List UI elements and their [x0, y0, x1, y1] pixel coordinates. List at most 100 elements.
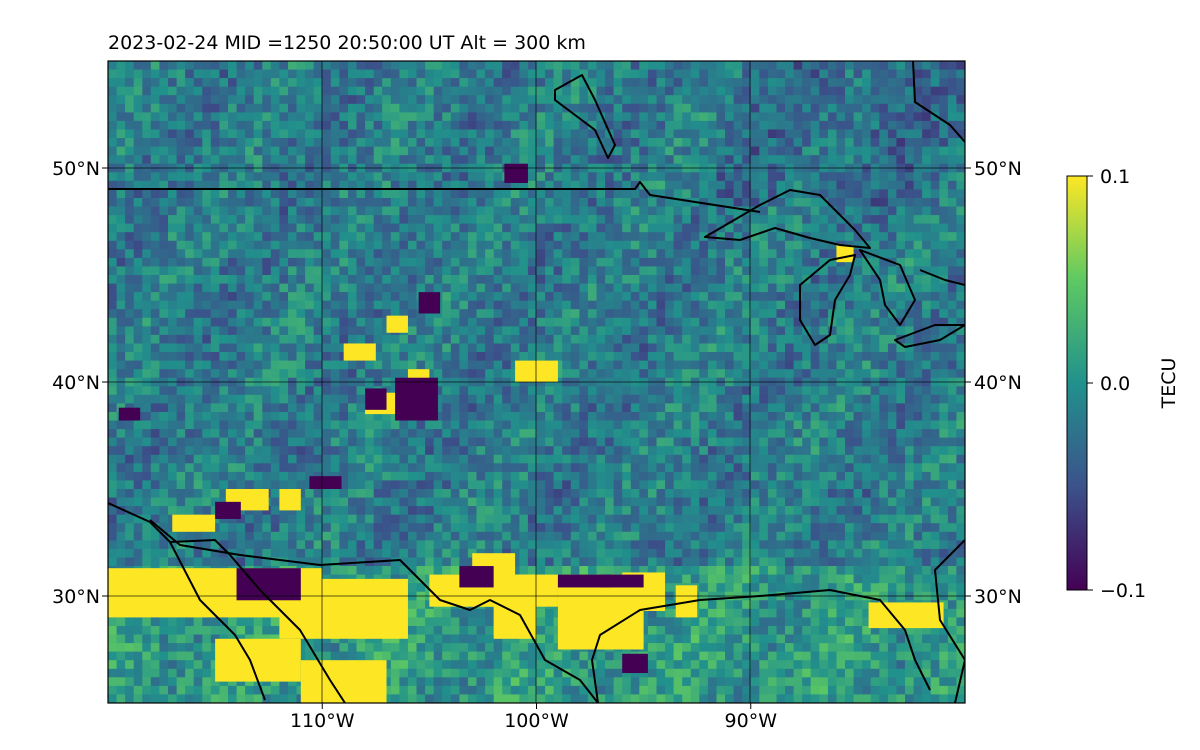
heatmap-cell [373, 343, 383, 353]
heatmap-cell [313, 403, 323, 413]
heatmap-cell [202, 317, 212, 327]
heatmap-cell [450, 343, 460, 353]
heatmap-cell [270, 480, 280, 490]
heatmap-cell [647, 240, 657, 250]
heatmap-cell [536, 172, 546, 182]
heatmap-cell [887, 129, 897, 139]
heatmap-cell [836, 189, 846, 199]
heatmap-cell [365, 480, 375, 490]
heatmap-cell [168, 420, 177, 430]
heatmap-cell [330, 61, 340, 70]
heatmap-cell [176, 292, 186, 302]
heatmap-cell [245, 360, 255, 370]
heatmap-cell [922, 463, 932, 473]
heatmap-cell [399, 369, 409, 379]
heatmap-cell [596, 463, 606, 473]
heatmap-cell [125, 138, 135, 147]
heatmap-cell [236, 283, 246, 293]
heatmap-cell [570, 369, 580, 379]
heatmap-cell [519, 69, 529, 79]
heatmap-cell [459, 198, 469, 207]
heatmap-cell [682, 129, 692, 139]
heatmap-cell [185, 334, 195, 344]
heatmap-cell [570, 223, 580, 233]
heatmap-cell [382, 172, 392, 182]
heatmap-cell [210, 61, 220, 70]
heatmap-cell [236, 386, 246, 396]
heatmap-cell [947, 189, 957, 199]
heatmap-cell [219, 283, 229, 293]
heatmap-cell [493, 172, 503, 182]
heatmap-cell [502, 283, 512, 293]
heatmap-cell [133, 292, 143, 302]
heatmap-cell [870, 61, 880, 70]
heatmap-cell [356, 172, 366, 182]
heatmap-cell [587, 146, 597, 156]
heatmap-cell [630, 249, 640, 259]
heatmap-cell [605, 206, 615, 216]
heatmap-cell [639, 412, 649, 421]
heatmap-cell [425, 78, 435, 88]
heatmap-cell [348, 69, 357, 79]
heatmap-cell [545, 155, 555, 165]
heatmap-cell [605, 249, 615, 259]
heatmap-cell [647, 292, 657, 302]
heatmap-cell [442, 232, 452, 242]
heatmap-cell [759, 471, 769, 481]
heatmap-cell [510, 198, 520, 207]
heatmap-cell [870, 309, 880, 319]
heatmap-cell [502, 326, 512, 336]
heatmap-cell [579, 412, 589, 421]
heatmap-cell [639, 326, 649, 336]
heatmap-cell [485, 369, 495, 379]
heatmap-cell [356, 480, 366, 490]
heatmap-cell [853, 69, 863, 79]
heatmap-cell [236, 138, 246, 147]
heatmap-cell [922, 309, 932, 319]
heatmap-cell [236, 360, 246, 370]
heatmap-cell [776, 412, 786, 421]
heatmap-cell [922, 215, 932, 225]
heatmap-cell [202, 180, 212, 190]
heatmap-cell [202, 112, 212, 122]
heatmap-cell [939, 95, 949, 105]
heatmap-cell [262, 386, 272, 396]
heatmap-cell [168, 429, 177, 439]
heatmap-cell [348, 412, 357, 421]
heatmap-cell [785, 198, 794, 207]
heatmap-cell [228, 292, 237, 302]
heatmap-cell [373, 129, 383, 139]
heatmap-cell [605, 240, 615, 250]
heatmap-cell [699, 326, 709, 336]
heatmap-cell [159, 352, 169, 361]
heatmap-cell [390, 78, 400, 88]
heatmap-cell [725, 240, 734, 250]
heatmap-cell [587, 240, 597, 250]
heatmap-cell [810, 352, 820, 361]
heatmap-cell [767, 283, 777, 293]
heatmap-cell [322, 309, 332, 319]
heatmap-cell [262, 78, 272, 88]
heatmap-cell [673, 138, 683, 147]
heatmap-cell [527, 386, 537, 396]
heatmap-cell [476, 146, 486, 156]
heatmap-cell [596, 446, 606, 456]
heatmap-cell [605, 146, 615, 156]
heatmap-cell [536, 198, 546, 207]
heatmap-cell [836, 326, 846, 336]
heatmap-cell [759, 326, 769, 336]
heatmap-cell [485, 86, 495, 96]
heatmap-cell [947, 138, 957, 147]
heatmap-cell [819, 463, 829, 473]
heatmap-cell [613, 283, 623, 293]
heatmap-cell [742, 292, 752, 302]
heatmap-cell [836, 180, 846, 190]
heatmap-cell [519, 189, 529, 199]
heatmap-cell [527, 283, 537, 293]
heatmap-cell [245, 257, 255, 267]
heatmap-cell [750, 155, 760, 165]
heatmap-cell [887, 480, 897, 490]
heatmap-cell [159, 61, 169, 70]
heatmap-cell [433, 394, 443, 404]
heatmap-cell [288, 446, 297, 456]
